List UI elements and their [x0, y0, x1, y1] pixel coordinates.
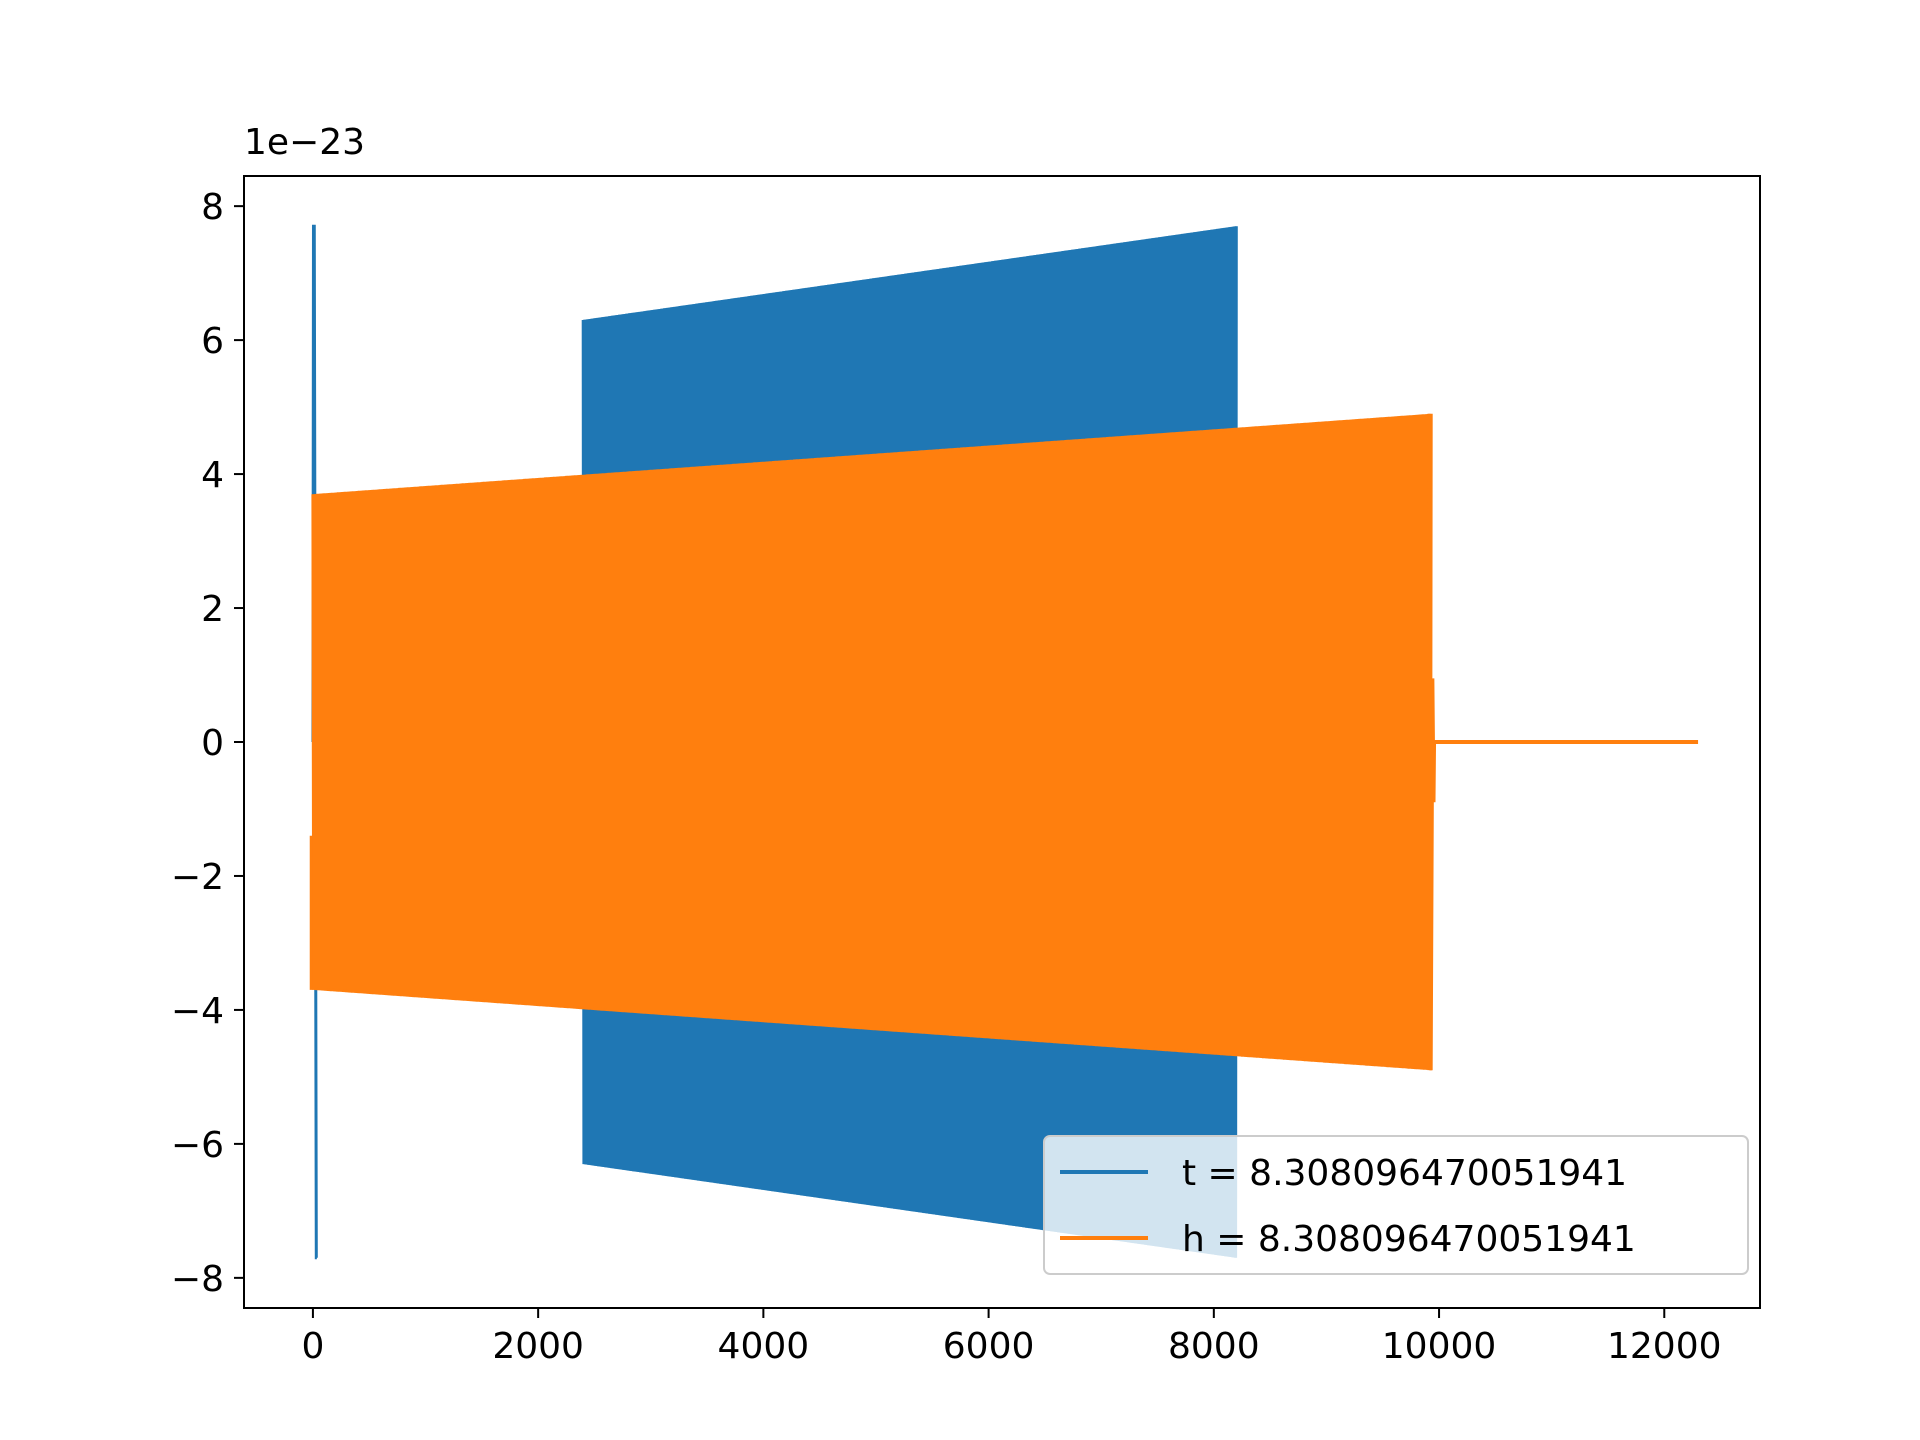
legend: t = 8.308096470051941 h = 8.308096470051…	[1043, 1135, 1749, 1275]
y-tick-label-4: 0	[201, 723, 224, 764]
y-tick-label-8: −8	[171, 1259, 224, 1300]
legend-label-t: t = 8.308096470051941	[1182, 1153, 1627, 1194]
series-h-burst	[311, 413, 1433, 1071]
series-h-end	[1427, 413, 1437, 1071]
y-tick-label-3: 2	[201, 589, 224, 630]
y-tick-label-1: 6	[201, 321, 224, 362]
y-tick-label-5: −2	[171, 857, 224, 898]
x-tick-label-4: 8000	[1168, 1326, 1260, 1367]
y-axis-ticks: 8 6 4 2 0 −2 −4 −6 −8	[171, 187, 244, 1300]
x-tick-label-6: 12000	[1607, 1326, 1722, 1367]
y-tick-label-0: 8	[201, 187, 224, 228]
legend-label-h: h = 8.308096470051941	[1182, 1219, 1636, 1260]
series-t-spike	[311, 224, 318, 1260]
legend-box	[1043, 1135, 1749, 1275]
y-tick-label-6: −4	[171, 991, 224, 1032]
y-tick-label-7: −6	[171, 1125, 224, 1166]
series-h-envelope	[312, 417, 1432, 1067]
x-tick-label-3: 6000	[943, 1326, 1035, 1367]
y-tick-label-2: 4	[201, 455, 224, 496]
x-tick-label-0: 0	[301, 1326, 324, 1367]
x-tick-label-1: 2000	[492, 1326, 584, 1367]
x-tick-label-2: 4000	[718, 1326, 810, 1367]
series-h	[309, 413, 1699, 1071]
x-tick-label-5: 10000	[1382, 1326, 1497, 1367]
series-layer	[309, 224, 1699, 1260]
y-axis-offset-label: 1e−23	[244, 122, 365, 163]
x-axis-ticks: 0 2000 4000 6000 8000 10000 12000	[301, 1308, 1722, 1367]
